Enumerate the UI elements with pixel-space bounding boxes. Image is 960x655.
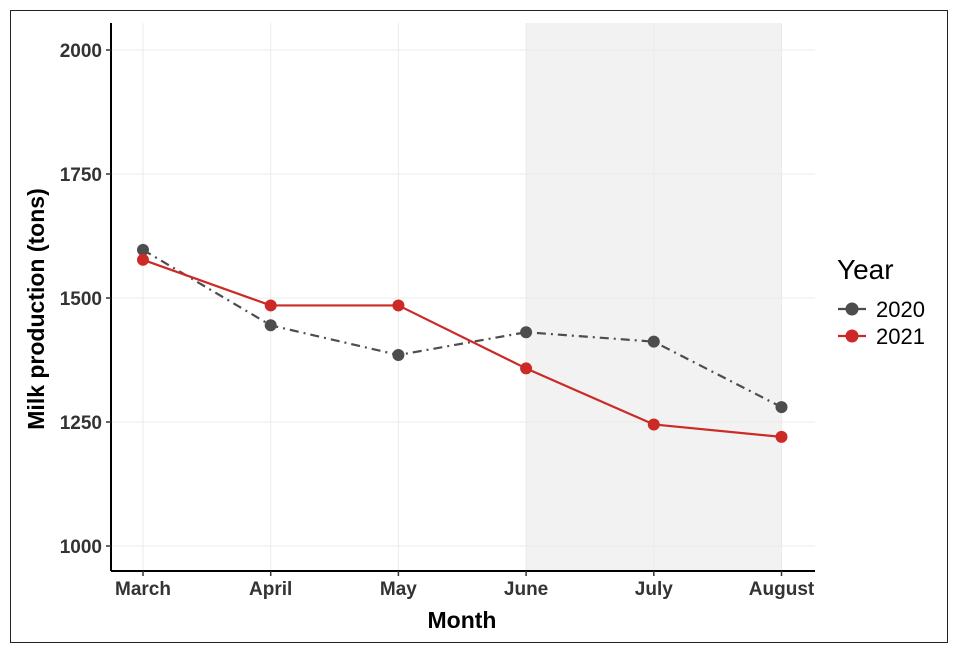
- y-tick-label: 1250: [60, 413, 102, 434]
- y-tick-label: 1000: [60, 537, 102, 558]
- data-point-2020-july: [647, 335, 660, 348]
- x-tick-label: March: [115, 579, 171, 600]
- x-tick-label: July: [635, 579, 673, 600]
- x-tick-label: May: [380, 579, 417, 600]
- data-point-2021-july: [647, 418, 660, 431]
- axis-layer: [106, 23, 815, 576]
- data-point-2020-june: [520, 326, 533, 339]
- y-axis-title: Milk production (tons): [23, 188, 49, 429]
- data-point-2020-may: [392, 349, 405, 362]
- series-line-2020: [142, 248, 783, 409]
- grid-layer: [111, 23, 815, 571]
- series-2020: [137, 243, 788, 414]
- legend-item-2021: 2021: [838, 324, 925, 349]
- data-point-2020-april: [264, 319, 277, 332]
- legend-swatch-point: [845, 302, 859, 316]
- chart-frame: [10, 10, 948, 643]
- data-point-2020-august: [775, 401, 788, 414]
- y-tick-label: 1750: [60, 165, 102, 186]
- data-point-2021-april: [264, 299, 277, 312]
- legend-swatch-point: [845, 329, 859, 343]
- legend-title: Year: [837, 254, 894, 285]
- data-point-2021-june: [520, 362, 533, 375]
- series-2021: [137, 253, 788, 443]
- x-tick-label: August: [749, 579, 815, 600]
- data-point-2021-may: [392, 299, 405, 312]
- y-tick-label: 2000: [60, 41, 102, 62]
- series-layer: [137, 243, 788, 443]
- x-axis-title: Month: [428, 607, 497, 633]
- data-point-2021-march: [137, 253, 149, 266]
- x-tick-label: April: [249, 579, 292, 600]
- legend-label: 2021: [876, 324, 925, 349]
- legend-label: 2020: [876, 297, 925, 322]
- data-point-2021-august: [775, 430, 788, 443]
- legend-item-2020: 2020: [838, 297, 925, 322]
- series-line-2021: [142, 258, 782, 438]
- x-tick-label: June: [504, 579, 548, 600]
- data-point-2020-march: [137, 243, 149, 256]
- y-tick-label: 1500: [60, 289, 102, 310]
- tick-label-layer: 1000 1250 1500 1750 2000 March April May June Jul…: [60, 41, 815, 600]
